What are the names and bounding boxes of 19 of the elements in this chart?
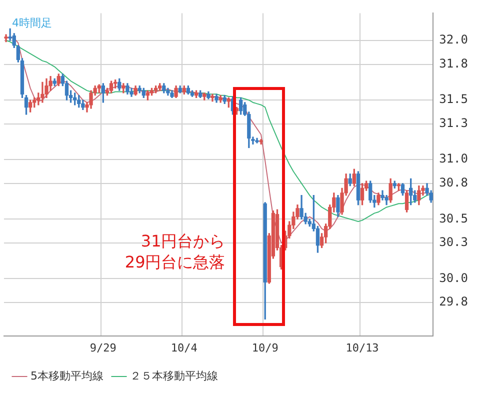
x-tick-label: 9/29 — [90, 341, 116, 354]
chart-title: 4時間足 — [12, 16, 52, 30]
x-tick-label: 10/9 — [252, 341, 278, 354]
y-tick-label: 31.0 — [439, 152, 468, 166]
y-tick-label: 30.3 — [439, 235, 468, 250]
y-tick-label: 31.8 — [439, 56, 468, 71]
legend-label: ２５本移動平均線 — [130, 369, 218, 382]
x-tick-label: 10/4 — [170, 341, 198, 354]
legend-label: 5本移動平均線 — [30, 369, 104, 382]
y-tick-label: 31.5 — [439, 92, 468, 106]
y-tick-label: 31.3 — [439, 116, 468, 130]
y-tick-label: 29.8 — [439, 294, 468, 309]
candlestick — [40, 82, 44, 103]
y-tick-label: 30.8 — [439, 176, 468, 190]
annotation: 31円台から 29円台に急落 — [124, 231, 226, 272]
y-tick-label: 30.0 — [439, 270, 468, 285]
x-tick-label: 10/13 — [346, 341, 379, 354]
y-tick-label: 30.5 — [439, 211, 468, 226]
y-tick-label: 32.0 — [439, 32, 468, 47]
